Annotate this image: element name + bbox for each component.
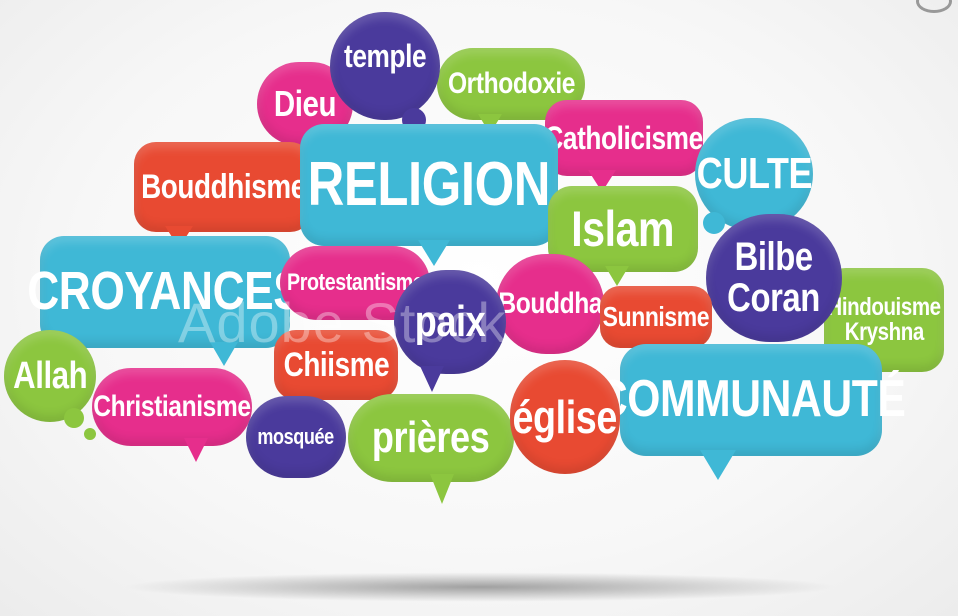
bubble-islam: Islam: [548, 186, 698, 272]
bubble-temple: temple: [330, 12, 440, 120]
bubble-orthodoxie: Orthodoxie: [437, 48, 585, 120]
dot-culte: [703, 212, 725, 234]
bubble-prieres: prières: [348, 394, 514, 482]
dot-allah-1: [64, 408, 84, 428]
bubble-chiisme: Chiisme: [274, 330, 398, 400]
bubble-bouddhisme: Bouddhisme: [134, 142, 312, 232]
tail-croyances: [210, 342, 238, 366]
bubble-sunnisme: Sunnisme: [600, 286, 712, 348]
bubble-bilbe-coran: Bilbe Coran: [706, 214, 842, 342]
bubble-paix: paix: [394, 270, 506, 374]
dot-allah-2: [84, 428, 96, 440]
bubble-bouddha: Bouddha: [496, 254, 604, 354]
corner-arc: [916, 0, 952, 13]
tail-paix: [420, 366, 444, 392]
ground-shadow: [120, 572, 840, 602]
bubble-mosquee: mosquée: [246, 396, 346, 478]
bubble-culte: CULTE: [695, 118, 813, 230]
bubble-eglise: église: [510, 360, 620, 474]
tail-communaute: [700, 450, 736, 480]
bubble-religion: RELIGION: [300, 124, 558, 246]
tail-islam: [605, 266, 629, 286]
bubble-christianisme: Christianisme: [92, 368, 252, 446]
bubble-croyances: CROYANCES: [27, 236, 303, 348]
tail-christianisme: [184, 438, 208, 462]
bubble-communaute: COMMUNAUTÉ: [597, 344, 906, 456]
tail-prieres: [430, 474, 454, 504]
bubble-catholicisme: Catholicisme: [545, 100, 704, 176]
bubble-allah: Allah: [4, 330, 96, 422]
